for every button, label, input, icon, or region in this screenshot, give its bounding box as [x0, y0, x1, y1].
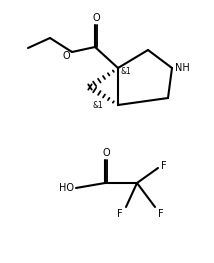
- Text: &1: &1: [121, 68, 131, 77]
- Text: O: O: [92, 13, 100, 23]
- Text: F: F: [161, 161, 167, 171]
- Text: NH: NH: [175, 63, 189, 73]
- Text: O: O: [102, 148, 110, 158]
- Text: F: F: [117, 209, 123, 219]
- Text: F: F: [158, 209, 164, 219]
- Text: &1: &1: [93, 100, 103, 109]
- Text: O: O: [62, 51, 70, 61]
- Text: HO: HO: [59, 183, 74, 193]
